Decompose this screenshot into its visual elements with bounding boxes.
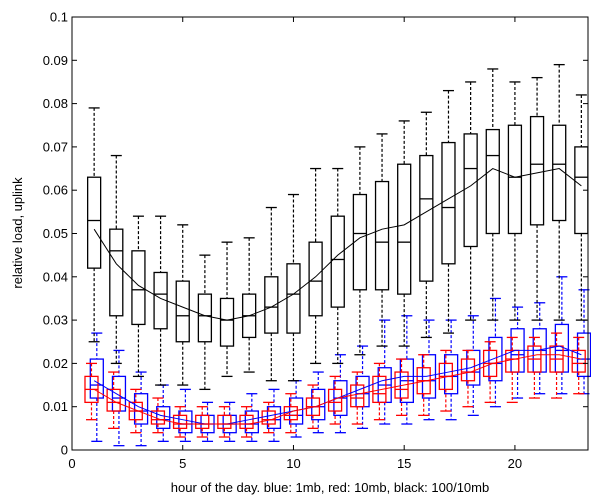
x-axis-label: hour of the day. blue: 1mb, red: 10mb, b… [171, 480, 489, 495]
box [327, 388, 343, 412]
box [89, 358, 104, 399]
box [571, 349, 586, 373]
box [419, 154, 434, 282]
box [308, 241, 323, 317]
y-tick-label: 0.06 [43, 183, 68, 198]
box [219, 297, 235, 347]
box [352, 193, 368, 291]
y-tick-label: 0.05 [43, 226, 68, 241]
box [217, 414, 232, 429]
y-tick-label: 0.08 [43, 96, 68, 111]
box [133, 393, 149, 425]
box [507, 124, 523, 235]
box [488, 336, 503, 382]
box [175, 280, 190, 343]
x-tick-label: 20 [508, 456, 522, 471]
box [529, 115, 545, 226]
y-tick-label: 0.01 [43, 399, 68, 414]
series-2-mean-line [93, 167, 582, 321]
x-tick-label: 10 [286, 456, 300, 471]
box [131, 250, 146, 326]
series-1-boxes [84, 332, 586, 438]
x-tick-label: 5 [179, 456, 186, 471]
series-2-boxes [86, 63, 589, 391]
box-series-group [84, 63, 591, 447]
box [485, 128, 500, 235]
box [264, 276, 279, 334]
y-tick-label: 0.09 [43, 53, 68, 68]
y-tick-label: 0.03 [43, 313, 68, 328]
x-tick-label: 0 [68, 456, 75, 471]
y-tick-label: 0.02 [43, 356, 68, 371]
y-tick-label: 0.04 [43, 269, 68, 284]
box [266, 406, 282, 430]
y-axis-label: relative load, uplink [10, 177, 25, 289]
box [374, 180, 390, 291]
box [288, 397, 304, 425]
x-tick-label: 15 [397, 456, 411, 471]
box [86, 176, 102, 269]
box [109, 228, 124, 317]
box [150, 410, 166, 425]
box [394, 371, 409, 399]
series-1-mean-line [93, 354, 582, 425]
box [552, 124, 567, 222]
box [311, 388, 326, 421]
mean-lines-group [93, 167, 582, 425]
axes-group: 0 5 10 15 20 0 0.01 0.02 0.03 0.04 0.05 0.06 0.07 0.0… [43, 10, 589, 471]
y-tick-label: 0.07 [43, 139, 68, 154]
box [197, 293, 213, 343]
box [397, 163, 412, 295]
box [106, 388, 121, 412]
y-tick-label: 0.1 [50, 10, 68, 25]
y-tick-label: 0 [61, 443, 68, 458]
box [372, 375, 387, 404]
